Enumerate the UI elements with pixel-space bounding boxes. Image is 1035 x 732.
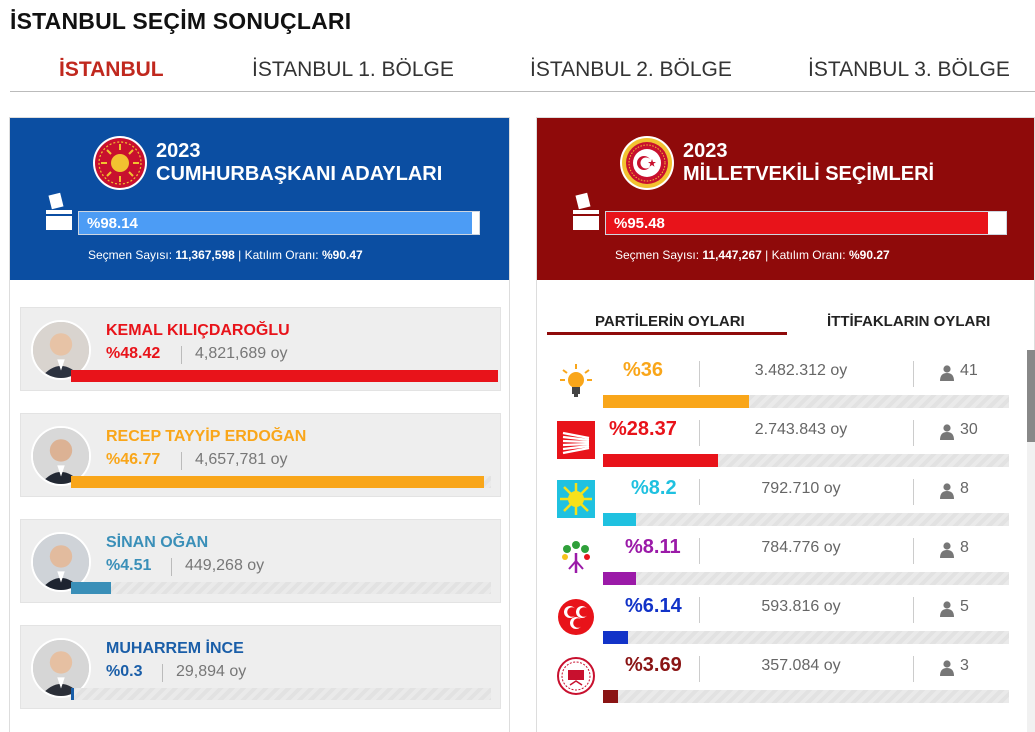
- akp-lightbulb-icon: [557, 362, 595, 400]
- candidate-votes: 4,821,689 oy: [195, 345, 288, 362]
- candidate-card[interactable]: SİNAN OĞAN %4.51 449,268 oy: [20, 519, 501, 603]
- parliament-header: 2023 MİLLETVEKİLİ SEÇİMLERİ %95.48 Seçme…: [537, 118, 1034, 280]
- parliament-year: 2023: [683, 140, 728, 162]
- party-pct: %6.14: [625, 595, 682, 617]
- party-seats: 8: [960, 480, 969, 497]
- scrollbar-thumb[interactable]: [1027, 350, 1035, 442]
- party-vote-bar: [603, 690, 618, 703]
- candidate-card[interactable]: KEMAL KILIÇDAROĞLU %48.42 4,821,689 oy: [20, 307, 501, 391]
- presidential-year: 2023: [156, 140, 201, 162]
- active-tab-underline: [547, 332, 787, 335]
- tab-party-votes[interactable]: PARTİLERİN OYLARI: [595, 313, 745, 330]
- tip-seal-icon: [557, 657, 595, 695]
- party-seats: 3: [960, 657, 969, 674]
- candidate-name: MUHARREM İNCE: [106, 640, 244, 657]
- candidate-card[interactable]: MUHARREM İNCE %0.3 29,894 oy: [20, 625, 501, 709]
- person-icon: [940, 424, 954, 440]
- candidate-card[interactable]: RECEP TAYYİP ERDOĞAN %46.77 4,657,781 oy: [20, 413, 501, 497]
- region-tabs: İSTANBUL İSTANBUL 1. BÖLGE İSTANBUL 2. B…: [10, 52, 1035, 92]
- person-icon: [940, 660, 954, 676]
- avatar: [31, 532, 91, 592]
- presidential-header: 2023 CUMHURBAŞKANI ADAYLARI %98.14 Seçme…: [10, 118, 509, 280]
- party-pct: %8.2: [631, 477, 677, 499]
- candidate-vote-bar: [71, 582, 111, 594]
- party-vote-bar: [603, 572, 636, 585]
- party-votes: 3.482.312 oy: [754, 362, 848, 379]
- party-row[interactable]: %8.2 792.710 oy 8: [547, 468, 1009, 527]
- parliament-count-fill: [606, 212, 988, 234]
- tab-istanbul-1-bolge[interactable]: İSTANBUL 1. BÖLGE: [252, 58, 454, 81]
- mhp-crescents-icon: [558, 599, 594, 635]
- ballot-box-icon: [46, 192, 72, 230]
- candidate-pct: %48.42: [106, 345, 161, 362]
- party-votes: 784.776 oy: [761, 539, 841, 556]
- party-pct: %36: [623, 359, 664, 381]
- person-icon: [940, 483, 954, 499]
- party-row[interactable]: %3.69 357.084 oy 3: [547, 645, 1009, 704]
- party-votes: 593.816 oy: [761, 598, 841, 615]
- candidate-name: KEMAL KILIÇDAROĞLU: [106, 322, 290, 339]
- party-row[interactable]: %36 3.482.312 oy 41: [547, 350, 1009, 409]
- person-icon: [940, 365, 954, 381]
- iyi-sun-icon: [557, 480, 595, 518]
- party-votes: 357.084 oy: [761, 657, 841, 674]
- party-vote-bar: [603, 395, 750, 408]
- party-seats: 8: [960, 539, 969, 556]
- result-type-tabs: PARTİLERİN OYLARI İTTİFAKLARIN OYLARI: [547, 305, 1025, 337]
- avatar: [31, 638, 91, 698]
- party-list-scrollbar[interactable]: [1027, 350, 1035, 732]
- party-vote-bar: [603, 513, 637, 526]
- party-seats: 30: [960, 421, 978, 438]
- party-pct: %8.11: [625, 536, 681, 558]
- presidential-seal-icon: [93, 136, 147, 190]
- candidate-pct: %0.3: [106, 663, 143, 680]
- presidential-stats: Seçmen Sayısı: 11,367,598 | Katılım Oran…: [88, 248, 363, 262]
- candidate-votes: 29,894 oy: [176, 663, 247, 680]
- party-vote-bar: [603, 631, 628, 644]
- candidate-vote-bar: [71, 370, 499, 382]
- tab-istanbul-2-bolge[interactable]: İSTANBUL 2. BÖLGE: [530, 58, 732, 81]
- parliament-count-label: %95.48: [614, 215, 665, 232]
- party-list: %36 3.482.312 oy 41 %28.37 2.743.843 oy …: [547, 350, 1035, 732]
- parliament-panel: 2023 MİLLETVEKİLİ SEÇİMLERİ %95.48 Seçme…: [536, 117, 1035, 732]
- parliament-count-bar: %95.48: [605, 211, 1007, 235]
- party-votes: 792.710 oy: [761, 480, 841, 497]
- party-pct: %3.69: [625, 654, 682, 676]
- candidate-pct: %46.77: [106, 451, 161, 468]
- candidate-vote-bar: [71, 476, 484, 488]
- parliament-stats: Seçmen Sayısı: 11,447,267 | Katılım Oran…: [615, 248, 890, 262]
- presidential-count-label: %98.14: [87, 215, 138, 232]
- presidential-count-bar: %98.14: [78, 211, 480, 235]
- candidate-votes: 449,268 oy: [185, 557, 265, 574]
- candidate-name: RECEP TAYYİP ERDOĞAN: [106, 428, 307, 445]
- person-icon: [940, 601, 954, 617]
- tab-istanbul[interactable]: İSTANBUL: [59, 58, 164, 81]
- candidate-pct: %4.51: [106, 557, 152, 574]
- party-vote-bar: [603, 454, 719, 467]
- parliament-seal-icon: [620, 136, 674, 190]
- tab-istanbul-3-bolge[interactable]: İSTANBUL 3. BÖLGE: [808, 58, 1010, 81]
- ballot-box-icon: [573, 192, 599, 230]
- candidate-votes: 4,657,781 oy: [195, 451, 288, 468]
- candidate-vote-bar: [71, 688, 74, 700]
- party-seats: 41: [960, 362, 978, 379]
- party-pct: %28.37: [609, 418, 677, 440]
- page-title: İSTANBUL SEÇİM SONUÇLARI: [10, 8, 352, 34]
- presidential-count-fill: [79, 212, 472, 234]
- party-row[interactable]: %28.37 2.743.843 oy 30: [547, 409, 1009, 468]
- party-row[interactable]: %8.11 784.776 oy 8: [547, 527, 1009, 586]
- party-votes: 2.743.843 oy: [754, 421, 848, 438]
- yesil-sol-tree-icon: [557, 539, 595, 577]
- person-icon: [940, 542, 954, 558]
- presidential-panel: 2023 CUMHURBAŞKANI ADAYLARI %98.14 Seçme…: [9, 117, 510, 732]
- party-row[interactable]: %6.14 593.816 oy 5: [547, 586, 1009, 645]
- tab-alliance-votes[interactable]: İTTİFAKLARIN OYLARI: [827, 313, 991, 330]
- presidential-title: CUMHURBAŞKANI ADAYLARI: [156, 163, 443, 185]
- parliament-title: MİLLETVEKİLİ SEÇİMLERİ: [683, 163, 935, 185]
- candidate-name: SİNAN OĞAN: [106, 534, 209, 551]
- party-seats: 5: [960, 598, 969, 615]
- chp-six-arrows-icon: [557, 421, 595, 459]
